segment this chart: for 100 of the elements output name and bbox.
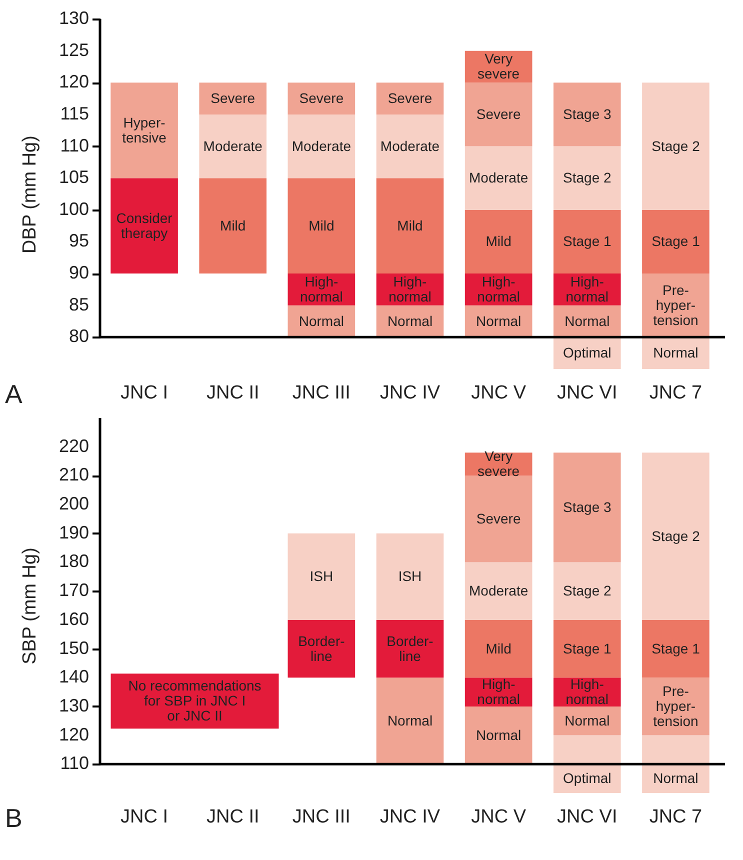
data-label: Normal (387, 712, 433, 728)
x-tick-label: JNC II (206, 382, 260, 404)
data-label: Stage 2 (652, 138, 700, 154)
data-label: Severe (476, 510, 521, 526)
x-tick-label: JNC V (471, 806, 526, 828)
data-label: Normal (476, 312, 522, 329)
data-label: Severe (210, 90, 256, 106)
data-label: Stage 1 (563, 640, 612, 656)
data-label: ISH (310, 568, 334, 584)
y-tick-label: 110 (60, 753, 89, 774)
y-tick-label: 120 (58, 72, 89, 92)
data-label: High- normal (388, 273, 432, 304)
data-label: Moderate (380, 138, 440, 154)
data-label: Mild (308, 217, 334, 234)
y-tick-label: 85 (68, 294, 89, 314)
data-label: Stage 3 (563, 498, 612, 515)
bar (376, 620, 444, 678)
data-label: Optimal (563, 770, 612, 786)
data-label: Optimal (563, 344, 612, 361)
bar (642, 452, 710, 620)
bar (376, 114, 444, 178)
y-tick-label: 160 (58, 608, 89, 629)
data-label: Severe (476, 106, 521, 122)
y-tick-label: 125 (58, 40, 89, 60)
data-label: ISH (398, 568, 422, 584)
data-label: Stage 2 (563, 582, 612, 599)
bar (642, 82, 710, 210)
data-label: Normal (564, 712, 610, 728)
bar (376, 178, 444, 274)
bar (464, 82, 532, 146)
y-tick-label: 110 (60, 135, 89, 156)
y-tick-label: 95 (68, 230, 89, 251)
y-tick-label: 210 (58, 464, 89, 485)
bar (288, 114, 356, 178)
y-tick-label: 190 (58, 522, 89, 542)
y-tick-label: 115 (60, 103, 89, 124)
text: A (5, 379, 23, 409)
data-label: Stage 2 (563, 170, 612, 186)
data-label: Border- line (386, 632, 434, 664)
data-label: High- normal (566, 676, 609, 708)
x-tick-label: JNC VI (557, 382, 618, 404)
y-tick-label: 220 (58, 436, 89, 456)
data-label: High- normal (477, 273, 520, 304)
x-tick-label: JNC V (471, 382, 526, 404)
x-tick-label: JNC 7 (649, 382, 702, 404)
data-label: Pre- hyper- tension (653, 682, 698, 729)
data-label: Consider therapy (116, 210, 173, 241)
data-label: Very severe (478, 448, 520, 480)
data-label: Border- line (298, 632, 346, 664)
y-tick-label: 100 (58, 198, 89, 219)
bar (288, 178, 356, 274)
data-label: Normal (564, 312, 610, 329)
data-label: Moderate (292, 138, 352, 154)
y-tick-label: 80 (68, 326, 89, 346)
bar (642, 620, 710, 678)
x-tick-label: JNC IV (380, 382, 440, 404)
bar (464, 620, 532, 678)
bar (464, 210, 532, 274)
data-label: Normal (653, 344, 698, 361)
data-label: Stage 1 (652, 640, 700, 656)
data-label: Normal (653, 770, 698, 786)
data-label: Hyper- tensive (122, 114, 167, 146)
data-label: Severe (299, 90, 344, 106)
data-label: Very severe (478, 50, 520, 82)
data-label: Stage 1 (563, 233, 612, 250)
annotation: No recommendations for SBP in JNC I or JNC II (128, 678, 262, 724)
data-label: Mild (486, 640, 512, 656)
data-label: Pre- hyper- tension (653, 282, 698, 328)
data-label: Stage 2 (652, 528, 700, 544)
data-label: Stage 3 (563, 106, 612, 122)
data-label: Normal (387, 312, 433, 329)
y-tick-label: 180 (58, 551, 89, 572)
data-label: High- normal (566, 273, 609, 304)
y-tick-label: 120 (58, 724, 89, 744)
y-axis-title: DBP (mm Hg) (20, 136, 40, 254)
bar (288, 82, 356, 114)
y-tick-label: 105 (58, 167, 89, 188)
data-label: Mild (220, 217, 246, 234)
y-tick-label: 150 (58, 638, 89, 658)
bar (464, 146, 532, 210)
x-tick-label: JNC III (292, 382, 350, 404)
bar (376, 82, 444, 114)
data-label: Moderate (203, 138, 263, 154)
y-tick-label: 130 (58, 695, 89, 716)
y-tick-label: 130 (58, 8, 89, 28)
y-tick-label: 140 (58, 666, 89, 687)
bar (464, 562, 532, 620)
text: B (5, 803, 22, 833)
data-label: High- normal (477, 676, 520, 708)
data-label: Normal (476, 726, 522, 743)
x-tick-label: JNC IV (380, 806, 440, 828)
x-tick-label: JNC I (120, 806, 168, 828)
data-label: Normal (298, 312, 344, 329)
y-tick-label: 200 (58, 494, 89, 514)
data-label: Severe (388, 90, 432, 106)
bar (642, 210, 710, 274)
x-tick-label: JNC VI (557, 806, 618, 828)
data-label: High- normal (300, 273, 343, 304)
x-tick-label: JNC 7 (649, 806, 702, 828)
data-label: Moderate (468, 170, 528, 186)
